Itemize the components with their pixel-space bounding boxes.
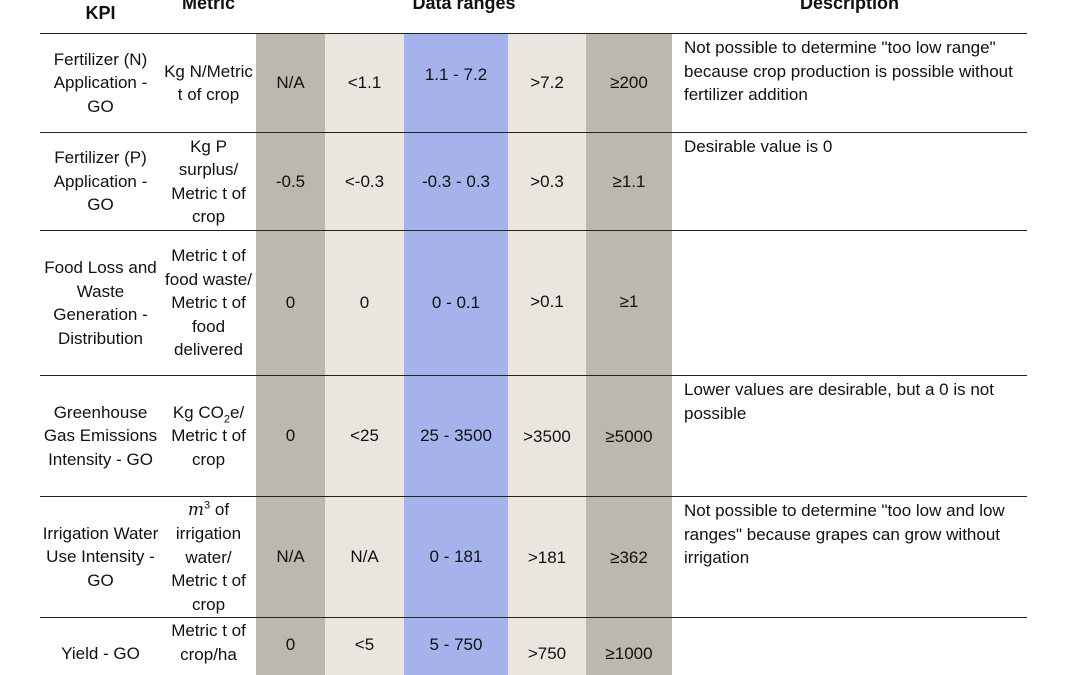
- table-row: Greenhouse Gas Emissions Intensity - GO …: [40, 375, 1027, 497]
- range-cell-very-high: ≥362: [586, 496, 672, 618]
- metric-cell: Kg CO2e/ Metric t of crop: [161, 375, 256, 497]
- kpi-cell: Irrigation Water Use Intensity - GO: [40, 496, 161, 618]
- range-cell-desirable: 0 - 181: [404, 496, 508, 618]
- kpi-cell: Greenhouse Gas Emissions Intensity - GO: [40, 375, 161, 497]
- kpi-cell: Fertilizer (N) Application - GO: [40, 33, 161, 133]
- range-cell-very-high: ≥5000: [586, 375, 672, 497]
- range-cell-very-low: -0.5: [256, 132, 325, 231]
- kpi-cell: Fertilizer (P) Application - GO: [40, 132, 161, 231]
- range-cell-desirable: 0 - 0.1: [404, 230, 508, 376]
- range-cell-low: N/A: [325, 496, 404, 618]
- table-row: Yield - GO Metric t of crop/ha 0 <5 5 - …: [40, 617, 1027, 675]
- metric-cell: Kg P surplus/ Metric t of crop: [161, 132, 256, 231]
- range-cell-very-high: ≥200: [586, 33, 672, 133]
- range-cell-high: >181: [508, 496, 586, 618]
- metric-cell: m3 of irrigation water/ Metric t of crop: [161, 496, 256, 618]
- range-cell-desirable: -0.3 - 0.3: [404, 132, 508, 231]
- description-cell: Lower values are desirable, but a 0 is n…: [672, 375, 1027, 497]
- header-description: Description: [799, 0, 900, 13]
- range-cell-very-high: ≥1000: [586, 617, 672, 675]
- range-cell-very-low: N/A: [256, 33, 325, 133]
- range-cell-very-low: 0: [256, 375, 325, 497]
- metric-cell: Metric t of crop/ha: [161, 617, 256, 675]
- kpi-cell: Yield - GO: [40, 617, 161, 675]
- description-cell: Not possible to determine "too low range…: [672, 33, 1027, 133]
- range-cell-desirable: 25 - 3500: [404, 375, 508, 497]
- range-cell-high: >0.3: [508, 132, 586, 231]
- table-row: Irrigation Water Use Intensity - GO m3 o…: [40, 496, 1027, 618]
- range-cell-very-high: ≥1: [586, 230, 672, 376]
- range-cell-desirable: 1.1 - 7.2: [404, 33, 508, 133]
- range-cell-very-low: 0: [256, 617, 325, 675]
- metric-cell: Kg N/Metric t of crop: [161, 33, 256, 133]
- range-cell-very-high: ≥1.1: [586, 132, 672, 231]
- range-cell-very-low: N/A: [256, 496, 325, 618]
- kpi-cell: Food Loss and Waste Generation - Distrib…: [40, 230, 161, 376]
- kpi-table: Fertilizer (N) Application - GO Kg N/Met…: [40, 33, 1027, 675]
- description-cell: Desirable value is 0: [672, 132, 1027, 231]
- metric-cell: Metric t of food waste/ Metric t of food…: [161, 230, 256, 376]
- table-row: Food Loss and Waste Generation - Distrib…: [40, 230, 1027, 376]
- range-cell-high: >7.2: [508, 33, 586, 133]
- description-cell: [672, 617, 1027, 675]
- description-cell: [672, 230, 1027, 376]
- range-cell-desirable: 5 - 750: [404, 617, 508, 675]
- range-cell-very-low: 0: [256, 230, 325, 376]
- header-data-ranges: Data ranges: [412, 0, 516, 13]
- header-metric: Metric: [181, 0, 235, 13]
- range-cell-low: <25: [325, 375, 404, 497]
- description-cell: Not possible to determine "too low and l…: [672, 496, 1027, 618]
- range-cell-low: 0: [325, 230, 404, 376]
- range-cell-low: <5: [325, 617, 404, 675]
- range-cell-low: <-0.3: [325, 132, 404, 231]
- range-cell-low: <1.1: [325, 33, 404, 133]
- header-kpi: KPI: [85, 3, 116, 23]
- range-cell-high: >750: [508, 617, 586, 675]
- range-cell-high: >0.1: [508, 230, 586, 376]
- table-row: Fertilizer (P) Application - GO Kg P sur…: [40, 132, 1027, 231]
- range-cell-high: >3500: [508, 375, 586, 497]
- table-row: Fertilizer (N) Application - GO Kg N/Met…: [40, 33, 1027, 133]
